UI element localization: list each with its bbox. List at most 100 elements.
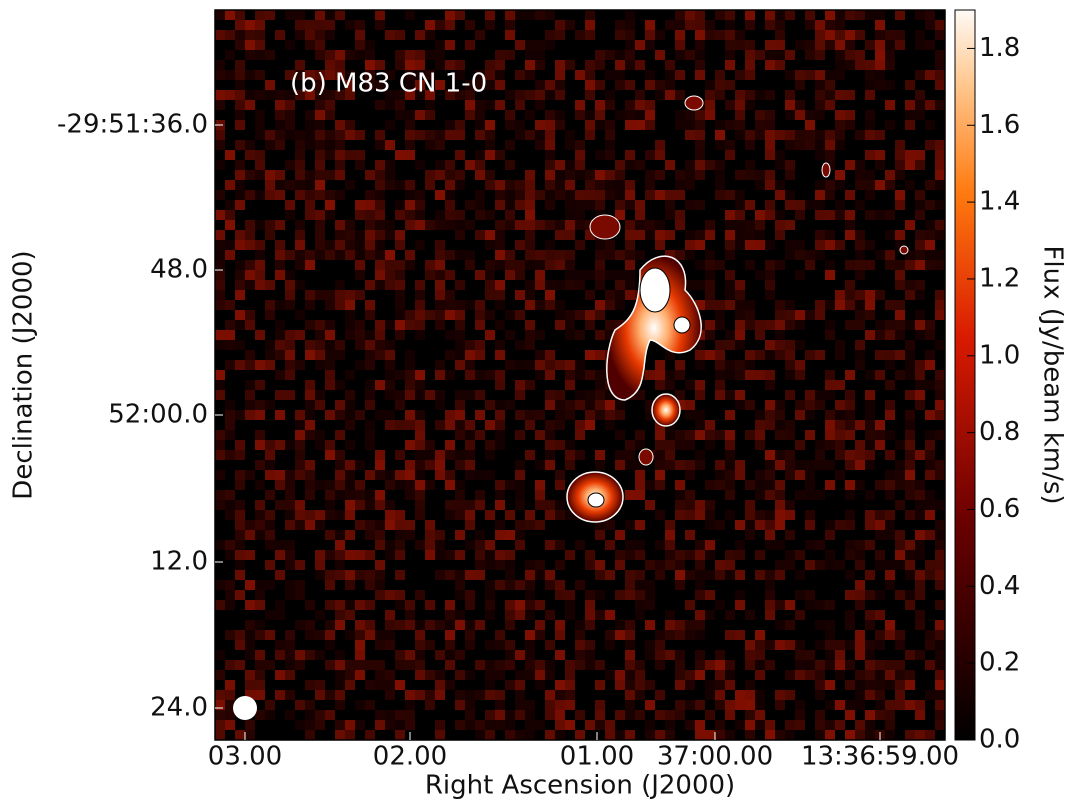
noise-pixel [755,110,765,120]
noise-pixel [595,700,605,710]
noise-pixel [335,460,345,470]
noise-pixel [375,460,385,470]
noise-pixel [655,510,665,520]
noise-pixel [675,700,685,710]
noise-pixel [415,690,425,700]
noise-pixel [845,230,855,240]
noise-pixel [935,710,945,720]
noise-pixel [505,510,515,520]
noise-pixel [925,510,935,520]
noise-pixel [675,20,685,30]
noise-pixel [705,80,715,90]
noise-pixel [635,670,645,680]
noise-pixel [775,210,785,220]
noise-pixel [625,190,635,200]
noise-pixel [395,420,405,430]
noise-pixel [675,710,685,720]
noise-pixel [675,480,685,490]
noise-pixel [935,80,945,90]
noise-pixel [505,560,515,570]
noise-pixel [845,120,855,130]
noise-pixel [755,720,765,730]
noise-pixel [855,550,865,560]
noise-pixel [385,480,395,490]
noise-pixel [745,170,755,180]
noise-pixel [315,480,325,490]
noise-pixel [295,240,305,250]
noise-pixel [315,130,325,140]
noise-pixel [505,220,515,230]
noise-pixel [655,30,665,40]
noise-pixel [525,380,535,390]
noise-pixel [665,380,675,390]
noise-pixel [335,650,345,660]
y-axis-label: Declination (J2000) [9,250,39,499]
noise-pixel [635,470,645,480]
noise-pixel [925,410,935,420]
noise-pixel [825,240,835,250]
noise-pixel [895,640,905,650]
noise-pixel [725,430,735,440]
noise-pixel [325,170,335,180]
noise-pixel [785,200,795,210]
noise-pixel [555,630,565,640]
noise-pixel [915,150,925,160]
noise-pixel [785,550,795,560]
noise-pixel [215,210,225,220]
noise-pixel [935,310,945,320]
noise-pixel [585,70,595,80]
noise-pixel [265,300,275,310]
noise-pixel [795,240,805,250]
noise-pixel [275,300,285,310]
noise-pixel [215,270,225,280]
noise-pixel [335,670,345,680]
noise-pixel [305,120,315,130]
noise-pixel [645,590,655,600]
noise-pixel [785,470,795,480]
noise-pixel [585,200,595,210]
noise-pixel [925,200,935,210]
noise-pixel [745,100,755,110]
noise-pixel [575,100,585,110]
noise-pixel [455,420,465,430]
noise-pixel [415,390,425,400]
noise-pixel [755,170,765,180]
noise-pixel [455,210,465,220]
noise-pixel [805,350,815,360]
noise-pixel [825,650,835,660]
noise-pixel [245,620,255,630]
noise-pixel [265,540,275,550]
noise-pixel [625,40,635,50]
noise-pixel [345,230,355,240]
noise-pixel [575,650,585,660]
noise-pixel [545,370,555,380]
noise-pixel [915,390,925,400]
noise-pixel [865,390,875,400]
y-tick-label: 12.0 [150,547,208,577]
noise-pixel [295,20,305,30]
noise-pixel [785,730,795,740]
noise-pixel [595,190,605,200]
noise-pixel [355,620,365,630]
noise-pixel [455,70,465,80]
noise-pixel [525,610,535,620]
noise-pixel [405,420,415,430]
noise-pixel [815,190,825,200]
noise-pixel [565,550,575,560]
noise-pixel [355,30,365,40]
noise-pixel [605,300,615,310]
noise-pixel [545,730,555,740]
noise-pixel [855,350,865,360]
noise-pixel [875,640,885,650]
noise-pixel [535,270,545,280]
noise-pixel [625,540,635,550]
noise-pixel [235,560,245,570]
noise-pixel [765,210,775,220]
noise-pixel [745,40,755,50]
noise-pixel [805,590,815,600]
noise-pixel [565,360,575,370]
noise-pixel [795,640,805,650]
noise-pixel [325,190,335,200]
noise-pixel [535,630,545,640]
noise-pixel [455,490,465,500]
